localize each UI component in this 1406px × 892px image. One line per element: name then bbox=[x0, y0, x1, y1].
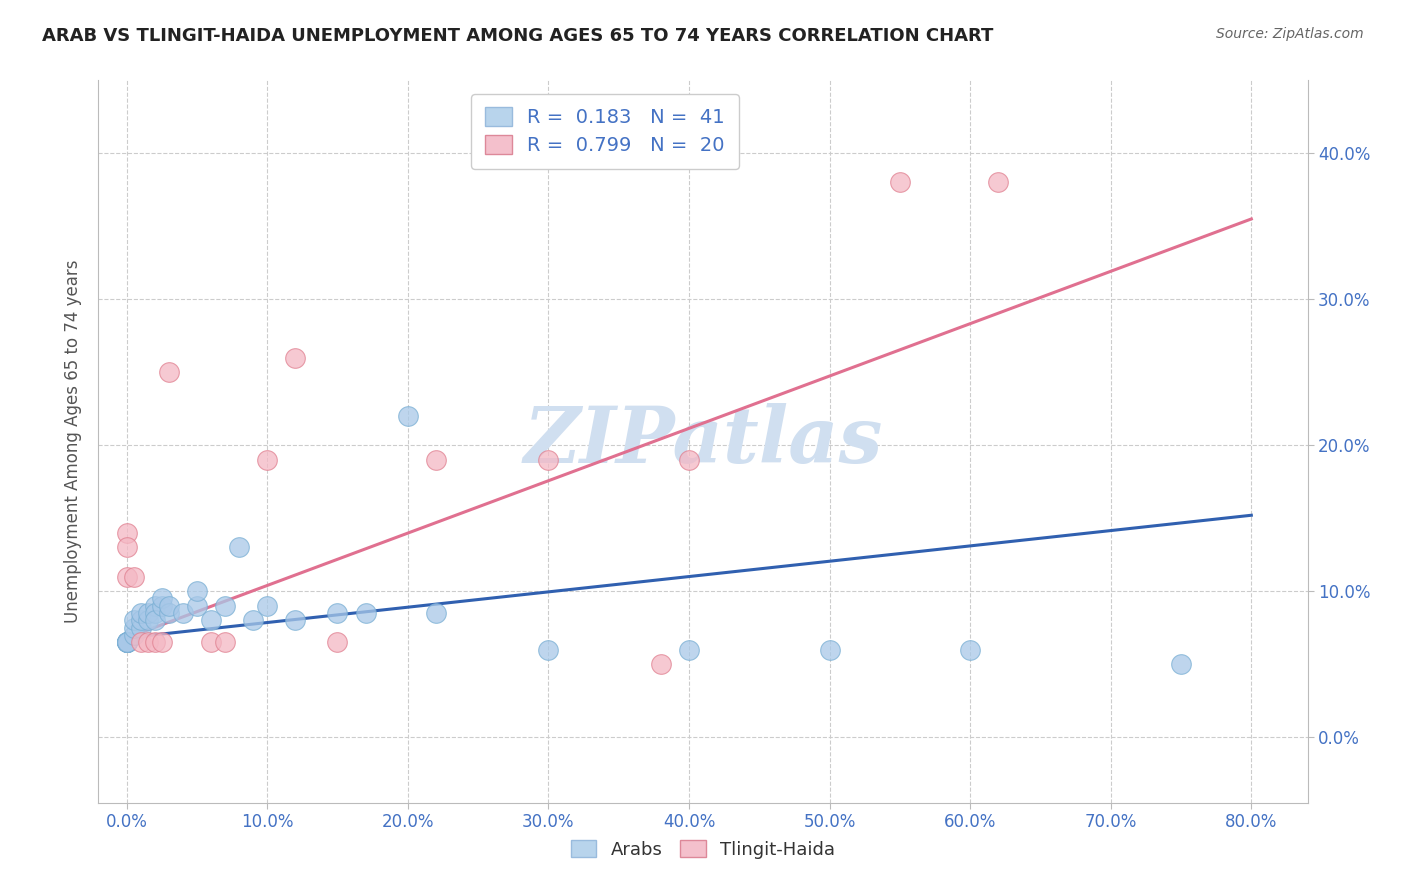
Point bbox=[1170, 657, 1192, 672]
Point bbox=[115, 635, 138, 649]
Point bbox=[200, 613, 222, 627]
Point bbox=[115, 635, 138, 649]
Point bbox=[214, 635, 236, 649]
Point bbox=[284, 613, 307, 627]
Point bbox=[242, 613, 264, 627]
Point bbox=[150, 635, 173, 649]
Point bbox=[157, 606, 180, 620]
Point bbox=[143, 635, 166, 649]
Point bbox=[122, 569, 145, 583]
Point bbox=[115, 635, 138, 649]
Point bbox=[425, 606, 447, 620]
Point bbox=[354, 606, 377, 620]
Point bbox=[396, 409, 419, 423]
Point bbox=[115, 635, 138, 649]
Text: ZIPatlas: ZIPatlas bbox=[523, 403, 883, 480]
Point bbox=[129, 621, 152, 635]
Point bbox=[115, 569, 138, 583]
Point bbox=[143, 606, 166, 620]
Point bbox=[818, 642, 841, 657]
Point bbox=[326, 606, 349, 620]
Point bbox=[115, 525, 138, 540]
Point bbox=[650, 657, 672, 672]
Point bbox=[186, 599, 208, 613]
Point bbox=[678, 642, 700, 657]
Point bbox=[115, 635, 138, 649]
Legend: Arabs, Tlingit-Haida: Arabs, Tlingit-Haida bbox=[564, 833, 842, 866]
Point bbox=[136, 635, 159, 649]
Point bbox=[228, 541, 250, 555]
Point bbox=[200, 635, 222, 649]
Point bbox=[256, 452, 278, 467]
Point bbox=[115, 635, 138, 649]
Point bbox=[129, 606, 152, 620]
Point bbox=[122, 613, 145, 627]
Point bbox=[537, 452, 560, 467]
Point bbox=[122, 628, 145, 642]
Point bbox=[115, 541, 138, 555]
Point bbox=[256, 599, 278, 613]
Point bbox=[129, 635, 152, 649]
Point bbox=[129, 613, 152, 627]
Point bbox=[115, 635, 138, 649]
Point bbox=[537, 642, 560, 657]
Point bbox=[172, 606, 194, 620]
Text: Source: ZipAtlas.com: Source: ZipAtlas.com bbox=[1216, 27, 1364, 41]
Point bbox=[143, 613, 166, 627]
Point bbox=[959, 642, 981, 657]
Text: ARAB VS TLINGIT-HAIDA UNEMPLOYMENT AMONG AGES 65 TO 74 YEARS CORRELATION CHART: ARAB VS TLINGIT-HAIDA UNEMPLOYMENT AMONG… bbox=[42, 27, 994, 45]
Point bbox=[122, 621, 145, 635]
Point bbox=[889, 176, 911, 190]
Point bbox=[150, 599, 173, 613]
Point bbox=[136, 613, 159, 627]
Point bbox=[214, 599, 236, 613]
Point bbox=[678, 452, 700, 467]
Point bbox=[157, 365, 180, 379]
Point bbox=[136, 606, 159, 620]
Point bbox=[326, 635, 349, 649]
Point bbox=[186, 584, 208, 599]
Point bbox=[115, 635, 138, 649]
Point bbox=[425, 452, 447, 467]
Y-axis label: Unemployment Among Ages 65 to 74 years: Unemployment Among Ages 65 to 74 years bbox=[65, 260, 83, 624]
Point bbox=[987, 176, 1010, 190]
Point bbox=[150, 591, 173, 606]
Point bbox=[143, 599, 166, 613]
Point bbox=[157, 599, 180, 613]
Point bbox=[284, 351, 307, 365]
